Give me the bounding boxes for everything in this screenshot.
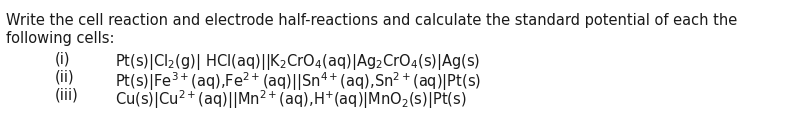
Text: following cells:: following cells: — [6, 31, 114, 46]
Text: Cu(s)|Cu$^{2+}$(aq)||Mn$^{2+}$(aq),H$^{+}$(aq)|MnO$_2$(s)|Pt(s): Cu(s)|Cu$^{2+}$(aq)||Mn$^{2+}$(aq),H$^{+… — [115, 88, 466, 111]
Text: (ii): (ii) — [55, 70, 75, 85]
Text: Pt(s)|Fe$^{3+}$(aq),Fe$^{2+}$(aq)||Sn$^{4+}$(aq),Sn$^{2+}$(aq)|Pt(s): Pt(s)|Fe$^{3+}$(aq),Fe$^{2+}$(aq)||Sn$^{… — [115, 70, 481, 93]
Text: Write the cell reaction and electrode half-reactions and calculate the standard : Write the cell reaction and electrode ha… — [6, 13, 737, 28]
Text: (iii): (iii) — [55, 88, 79, 103]
Text: Pt(s)|Cl$_2$(g)| HCl(aq)||K$_2$CrO$_4$(aq)|Ag$_2$CrO$_4$(s)|Ag(s): Pt(s)|Cl$_2$(g)| HCl(aq)||K$_2$CrO$_4$(a… — [115, 52, 480, 72]
Text: (i): (i) — [55, 52, 71, 67]
